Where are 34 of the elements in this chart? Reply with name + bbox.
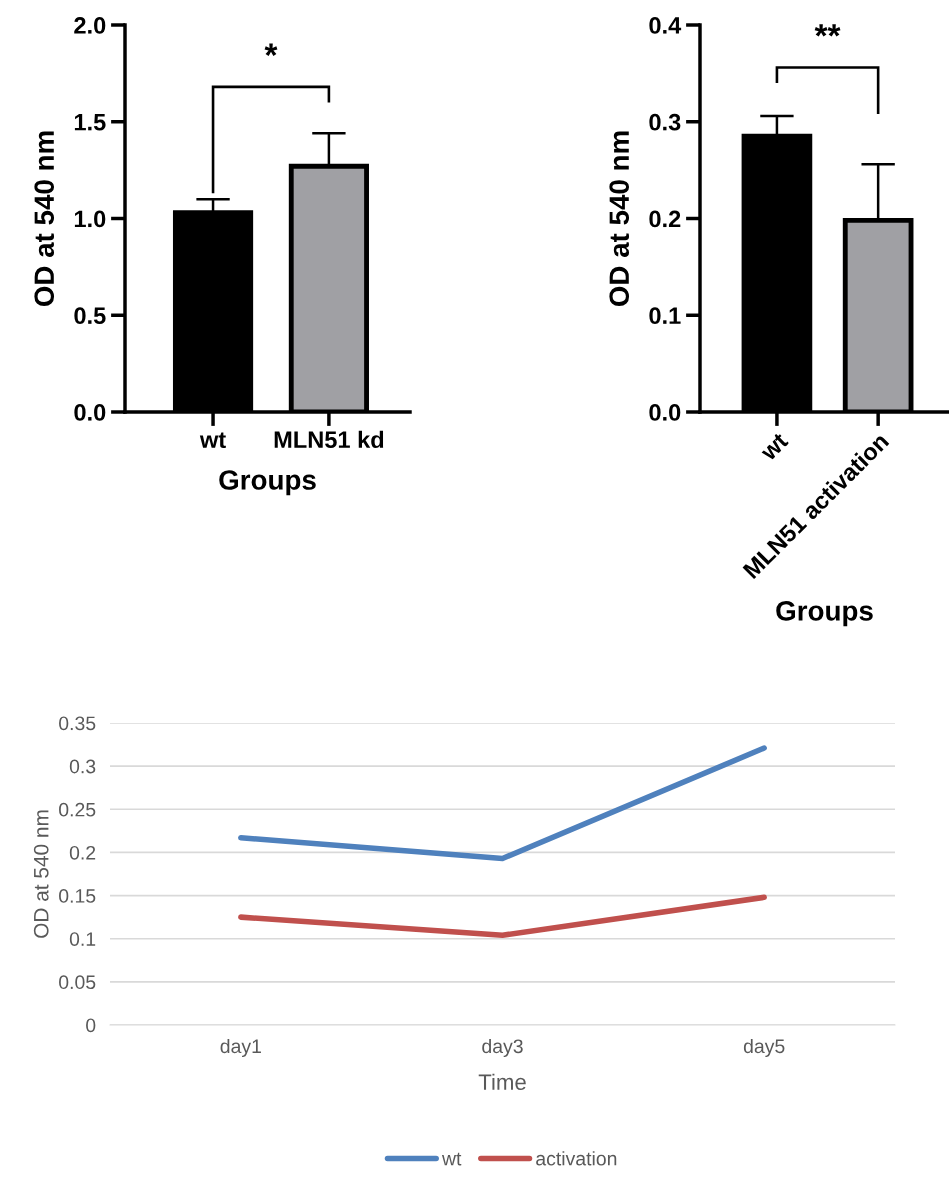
y-tick-label: 0.2 [69, 845, 96, 860]
y-tick-label: 0.3 [649, 113, 681, 131]
x-tick-label: day5 [743, 1038, 785, 1058]
y-tick-label: 0.5 [74, 307, 106, 325]
y-tick-label: 0.1 [69, 932, 96, 946]
x-tick-label: day3 [482, 1038, 523, 1058]
annotation: ** [814, 24, 841, 37]
y-axis-title: OD at 540 nm [33, 810, 49, 938]
legend-label: activation [536, 1151, 617, 1166]
x-tick-label: wt [199, 432, 226, 449]
y-tick-label: 0.0 [74, 404, 106, 421]
x-axis-title: Time [478, 1073, 526, 1090]
y-tick-label: 0.1 [649, 307, 681, 325]
y-tick-label: 0.15 [59, 889, 96, 903]
y-tick-label: 0.2 [649, 210, 681, 228]
y-axis-title: OD at 540 nm [34, 131, 55, 307]
y-tick-label: 2.0 [74, 17, 106, 34]
y-tick-label: 1.0 [74, 210, 106, 228]
y-tick-label: 1.5 [74, 114, 106, 131]
y-tick-label: 0 [86, 1018, 96, 1033]
y-tick-label: 0.35 [59, 716, 96, 731]
x-tick-label: wt [759, 432, 789, 462]
annotation: * [264, 43, 278, 56]
y-tick-label: 0.25 [59, 802, 96, 817]
y-tick-label: 0.4 [649, 17, 682, 34]
x-tick-label: MLN51 kd [274, 430, 384, 449]
x-axis-title: Groups [219, 470, 316, 496]
y-tick-label: 0.3 [69, 759, 96, 774]
x-axis-title: Groups [776, 601, 873, 627]
legend-label: wt [441, 1152, 462, 1166]
y-axis-title: OD at 540 nm [609, 131, 630, 307]
y-tick-label: 0.0 [649, 404, 681, 421]
x-tick-label: day1 [220, 1038, 261, 1058]
y-tick-label: 0.05 [59, 975, 96, 990]
